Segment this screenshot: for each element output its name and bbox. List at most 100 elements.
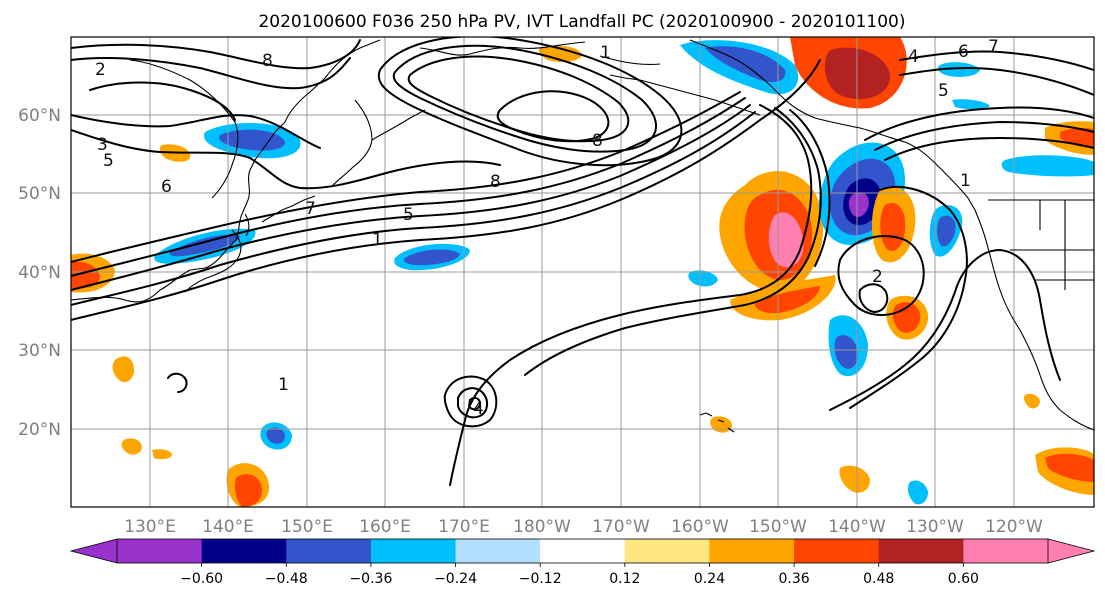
colorbar-max-extend: [1047, 538, 1096, 564]
contour-label: 7: [988, 37, 999, 57]
negative-anomaly-bering-core: [705, 46, 786, 83]
lat-label: 30°N: [18, 341, 61, 361]
pv-contour-14: [496, 90, 610, 143]
coast-japan: [184, 213, 250, 293]
pv-contour-22: [899, 50, 1094, 71]
pv-contour-28: [849, 185, 968, 409]
pv-contour-20: [884, 137, 1094, 161]
negative-anomaly-dateline-core: [404, 249, 460, 266]
positive-anomaly-gulf-max: [768, 212, 804, 268]
coast-north-america-west: [974, 209, 1094, 431]
contour-label: 6: [161, 177, 172, 197]
colorbar-tick-label: −0.60: [180, 571, 223, 587]
pv-contour-7: [71, 114, 321, 149]
pv-contour-2: [71, 111, 756, 306]
colorbar-min-extend: [69, 538, 118, 564]
contour-label: 5: [403, 205, 414, 225]
coast-aleutians: [609, 74, 761, 116]
coastlines: [71, 39, 1094, 433]
negative-anomaly-kamchatka-core: [219, 129, 285, 151]
negative-anomaly-canada: [1001, 155, 1094, 177]
lon-label: 180°W: [513, 517, 571, 537]
colorbar-tick-label: −0.24: [434, 571, 477, 587]
pv-contour-17: [789, 109, 831, 267]
colorbar-segment: [794, 539, 880, 563]
colorbar-segment: [455, 539, 541, 563]
lon-label: 150°E: [281, 517, 333, 537]
colorbar-segment: [624, 539, 710, 563]
colorbar-tick-label: 0.12: [609, 571, 640, 587]
contour-label: 2: [872, 267, 883, 287]
map-area: 2 8 3 5 6 7 5 1 1 8 8 4 6 7 5 1 2 4 1: [71, 37, 1094, 507]
positive-anomaly-hudson-core: [1060, 128, 1094, 148]
pv-contour-30: [167, 372, 188, 393]
lat-label: 50°N: [18, 184, 61, 204]
positive-anomaly-south-core: [754, 286, 820, 314]
colorbar-tick-label: −0.48: [265, 571, 308, 587]
contour-label: 8: [592, 131, 603, 151]
contour-label: 1: [372, 230, 383, 250]
pv-contour-26: [837, 235, 925, 317]
contour-label: 2: [95, 60, 106, 80]
figure-title: 2020100600 F036 250 hPa PV, IVT Landfall…: [258, 12, 905, 32]
positive-anomaly-small-1: [112, 356, 135, 383]
positive-anomaly-asia-core: [71, 261, 100, 289]
lon-label: 130°E: [124, 517, 176, 537]
positive-anomaly-tropics-w-core: [234, 474, 263, 507]
contour-label: 3: [97, 135, 108, 155]
coast-alaska: [689, 39, 976, 211]
lon-label: 140°W: [828, 517, 886, 537]
pv-contour-5: [71, 91, 741, 263]
colorbar-segment: [286, 539, 372, 563]
contour-label: 1: [278, 375, 289, 395]
coast-kamchatka: [331, 99, 426, 187]
positive-anomaly-small-6: [839, 465, 870, 493]
colorbar-tick-label: −0.12: [519, 571, 562, 587]
positive-anomaly-small-8: [1023, 393, 1040, 409]
colorbar-frame: [116, 538, 1049, 564]
contour-label: 5: [938, 81, 949, 101]
positive-anomaly-california-core: [892, 302, 921, 333]
colorbar-segment: [540, 539, 626, 563]
colorbar-segment: [709, 539, 795, 563]
lon-label: 150°W: [749, 517, 807, 537]
coast-sea-of-okhotsk: [129, 59, 239, 199]
pv-contour-29: [829, 249, 1061, 411]
pv-contours: [71, 37, 1094, 486]
colorbar-segment: [201, 539, 287, 563]
pv-contour-24: [457, 387, 488, 419]
pv-contour-4: [71, 97, 746, 277]
colorbar-tick-label: 0.36: [779, 571, 810, 587]
negative-anomaly-pnw-core: [937, 215, 956, 247]
contour-label: 4: [908, 47, 919, 67]
pv-contour-9: [71, 39, 361, 70]
negative-anomaly-gulf-peak: [848, 192, 869, 217]
pc-shading: [71, 37, 1094, 507]
contour-label: 8: [490, 172, 501, 192]
latitude-labels: 60°N 50°N 40°N 30°N 20°N: [18, 106, 61, 440]
pv-contour-16: [524, 107, 822, 376]
contour-label: 8: [262, 51, 273, 71]
negative-anomaly-small-3: [952, 99, 990, 110]
pv-contour-23: [443, 375, 498, 428]
contour-label: 4: [473, 399, 484, 419]
lat-label: 40°N: [18, 263, 61, 283]
colorbar-tick-label: −0.36: [349, 571, 392, 587]
colorbar-segment: [370, 539, 457, 563]
negative-anomaly-small-1: [907, 480, 928, 505]
lon-label: 130°W: [906, 517, 964, 537]
pv-contour-10: [89, 81, 236, 121]
colorbar-tick-label: 0.60: [948, 571, 979, 587]
border-canada-us: [988, 199, 1094, 290]
colorbar-segment: [963, 539, 1049, 563]
positive-anomaly-small-3: [152, 449, 172, 460]
lon-label: 160°E: [359, 517, 411, 537]
pv-contour-27: [858, 283, 889, 313]
colorbar-segment: [117, 539, 203, 563]
pv-contour-6: [71, 129, 501, 190]
lat-label: 60°N: [18, 106, 61, 126]
map-frame: [70, 36, 1095, 508]
colorbar-segment: [878, 539, 964, 563]
pv-contour-8: [71, 57, 351, 90]
lon-label: 170°E: [438, 517, 490, 537]
